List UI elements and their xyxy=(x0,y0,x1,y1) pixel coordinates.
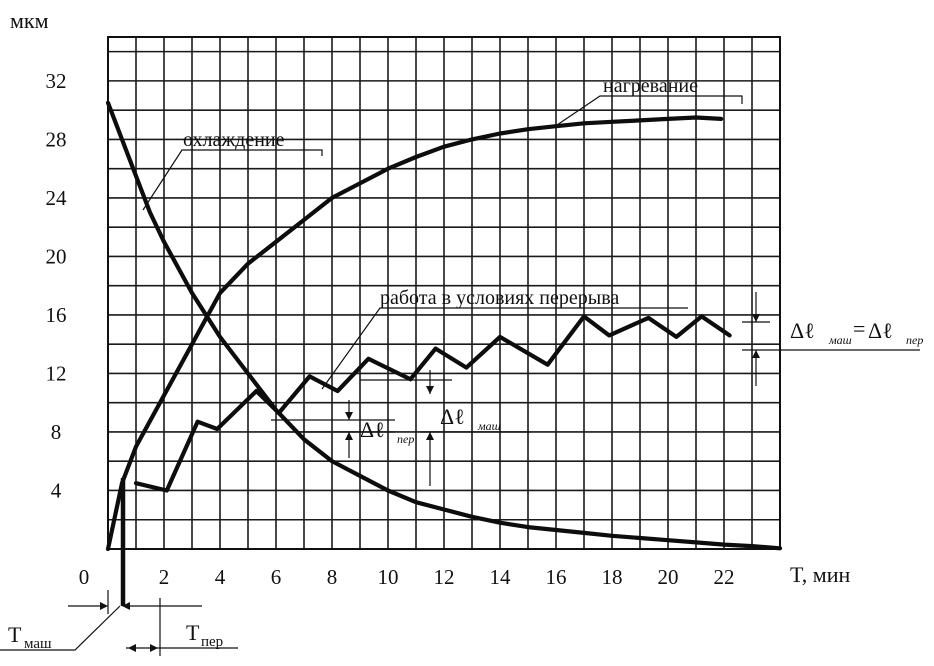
delta-mash-subscript: маш xyxy=(477,419,501,433)
y-tick-label: 32 xyxy=(46,69,67,93)
delta-equal-dimension xyxy=(742,292,920,386)
work-label: работа в условиях перерыва xyxy=(380,287,619,309)
delta-eq-right-symbol: Δℓ xyxy=(868,318,893,343)
x-tick-label: 22 xyxy=(714,565,735,589)
series-line-work-with-breaks xyxy=(133,314,732,493)
y-tick-label: 24 xyxy=(46,186,68,210)
x-tick-label: 12 xyxy=(434,565,455,589)
delta-eq-left-subscript: маш xyxy=(828,333,852,347)
work-leader xyxy=(321,307,688,390)
label-leaders xyxy=(142,95,743,390)
t-mash-leader xyxy=(0,605,121,651)
delta-mash-symbol: Δℓ xyxy=(440,404,465,429)
y-tick-label: 4 xyxy=(51,478,62,502)
t-mash-label: T xyxy=(8,622,22,647)
x-tick-label: 4 xyxy=(215,565,226,589)
delta-eq-right-subscript: пер xyxy=(906,333,923,347)
x-tick-label: 8 xyxy=(327,565,338,589)
x-tick-label: 14 xyxy=(490,565,512,589)
series-line-cooling xyxy=(105,100,783,551)
x-tick-labels: 0 2 4 6 8 10 12 14 16 18 20 22 xyxy=(79,565,735,589)
delta-per-subscript: пер xyxy=(397,432,414,446)
x-tick-label: 18 xyxy=(602,565,623,589)
delta-mash-dimension xyxy=(360,370,530,486)
t-mash-subscript: маш xyxy=(24,636,52,652)
delta-eq-left-symbol: Δℓ xyxy=(790,318,815,343)
x-tick-label: 0 xyxy=(79,565,90,589)
t-per-dimension xyxy=(126,598,238,656)
grid xyxy=(107,36,781,550)
x-tick-label: 20 xyxy=(658,565,679,589)
heating-leader xyxy=(556,95,743,126)
y-tick-label: 28 xyxy=(46,127,67,151)
t-per-subscript: пер xyxy=(201,634,223,650)
y-axis-label: мкм xyxy=(10,8,49,33)
delta-per-symbol: Δℓ xyxy=(360,417,385,442)
delta-per-dimension xyxy=(271,400,395,458)
x-tick-label: 10 xyxy=(378,565,399,589)
plot-frame xyxy=(107,36,781,550)
y-tick-labels: 4 8 12 16 20 24 28 32 xyxy=(46,69,68,503)
t-mash-dimension xyxy=(0,590,202,651)
y-tick-label: 12 xyxy=(46,361,67,385)
y-tick-label: 8 xyxy=(51,420,62,444)
cooling-leader xyxy=(142,149,323,211)
heating-label: нагревание xyxy=(603,75,698,97)
y-tick-label: 16 xyxy=(46,303,67,327)
t-per-label: T xyxy=(186,620,200,645)
x-tick-label: 2 xyxy=(159,565,170,589)
x-axis-label: T, мин xyxy=(790,562,851,587)
curves xyxy=(105,100,783,552)
cooling-label: охлаждение xyxy=(183,129,285,151)
delta-eq-sign: = xyxy=(853,316,865,341)
series-line-heating xyxy=(105,115,724,552)
x-tick-label: 6 xyxy=(271,565,282,589)
x-tick-label: 16 xyxy=(546,565,567,589)
y-tick-label: 20 xyxy=(46,244,67,268)
